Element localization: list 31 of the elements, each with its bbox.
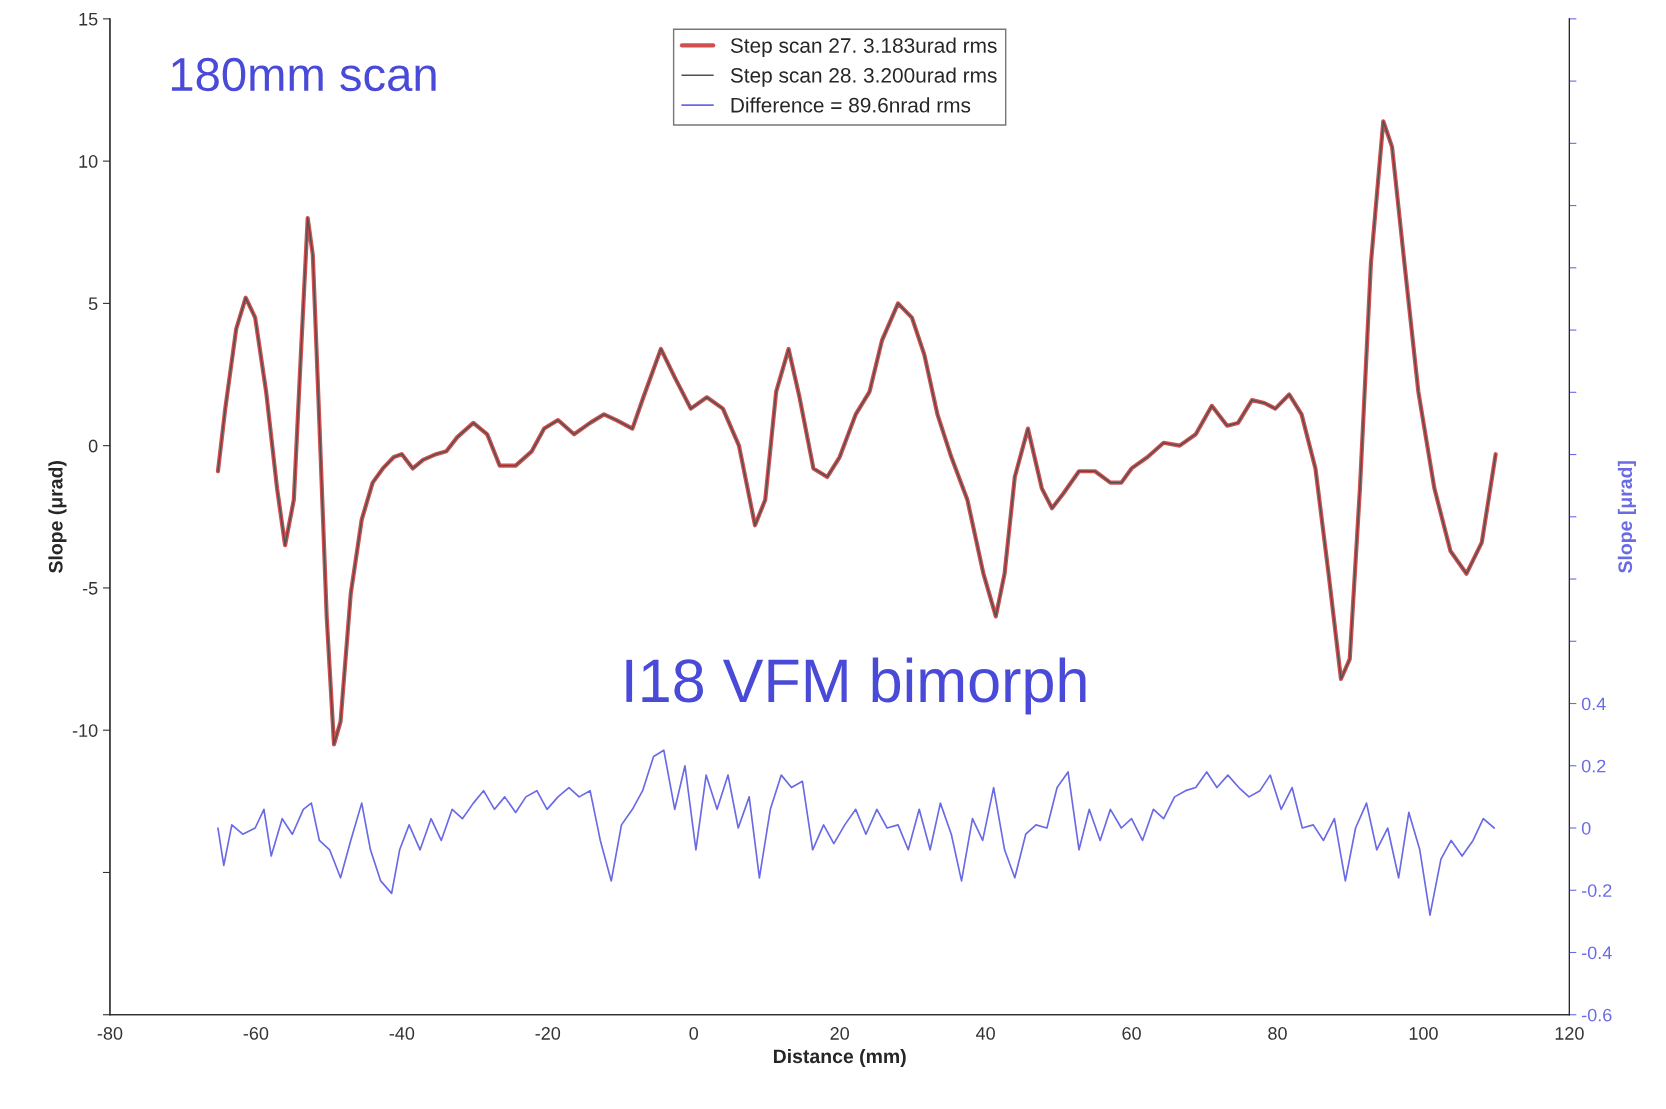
y-tick-label: -5 xyxy=(82,582,98,595)
y-axis-title: Slope (μrad) xyxy=(48,461,67,573)
y-tick-label: 5 xyxy=(88,297,98,311)
legend-label: Difference = 89.6nrad rms xyxy=(731,97,971,113)
y2-tick-label: 0.4 xyxy=(1581,697,1606,711)
y-tick-label: -10 xyxy=(72,724,98,737)
x-tick-label: -40 xyxy=(389,1027,415,1040)
y2-tick-label: 0.2 xyxy=(1581,759,1606,773)
x-tick-label: -60 xyxy=(243,1027,269,1040)
x-tick-label: -80 xyxy=(97,1027,123,1040)
x-tick-label: 120 xyxy=(1555,1027,1584,1040)
y-tick-label: 10 xyxy=(79,155,98,168)
y2-tick-label: -0.6 xyxy=(1581,1008,1612,1022)
y-tick-label: 0 xyxy=(88,439,98,453)
y2-tick-label: -0.4 xyxy=(1581,946,1612,960)
y2-tick-label: -0.2 xyxy=(1581,884,1612,897)
legend-label: Step scan 28. 3.200urad rms xyxy=(730,67,997,87)
annotation: I18 VFM bimorph xyxy=(626,657,1086,715)
x-tick-label: -20 xyxy=(535,1027,561,1040)
x-tick-label: 0 xyxy=(689,1027,699,1040)
x-tick-label: 80 xyxy=(1268,1027,1287,1040)
annotation: 180mm scan xyxy=(171,57,436,92)
y-tick-label: 15 xyxy=(79,12,98,26)
x-tick-label: 60 xyxy=(1122,1027,1141,1040)
x-tick-label: 40 xyxy=(975,1027,995,1040)
x-axis-title: Distance (mm) xyxy=(773,1048,906,1068)
x-tick-label: 100 xyxy=(1409,1027,1438,1040)
x-tick-label: 20 xyxy=(830,1027,849,1040)
y2-axis-title: Slope [μrad] xyxy=(1617,461,1636,573)
y2-tick-label: 0 xyxy=(1581,821,1591,835)
legend-label: Step scan 27. 3.183urad rms xyxy=(730,37,997,58)
